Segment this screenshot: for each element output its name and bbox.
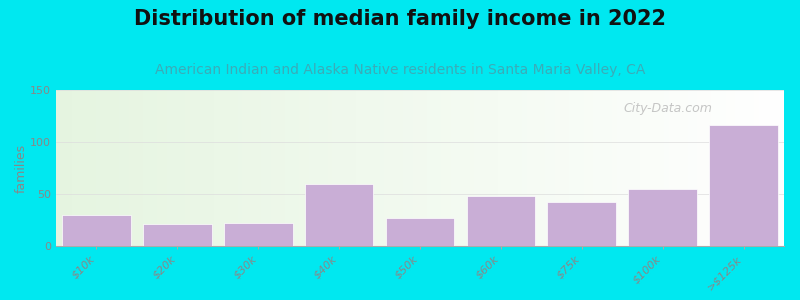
Bar [224,223,293,246]
Text: American Indian and Alaska Native residents in Santa Maria Valley, CA: American Indian and Alaska Native reside… [155,63,645,77]
Text: City-Data.com: City-Data.com [624,102,713,115]
Text: Distribution of median family income in 2022: Distribution of median family income in … [134,9,666,29]
Bar [305,184,374,246]
Bar [143,224,212,246]
Bar [628,189,697,246]
Bar [466,196,535,246]
Bar [547,202,616,246]
Y-axis label: families: families [14,143,27,193]
Bar [709,125,778,246]
Bar [386,218,454,246]
Bar [62,215,131,246]
